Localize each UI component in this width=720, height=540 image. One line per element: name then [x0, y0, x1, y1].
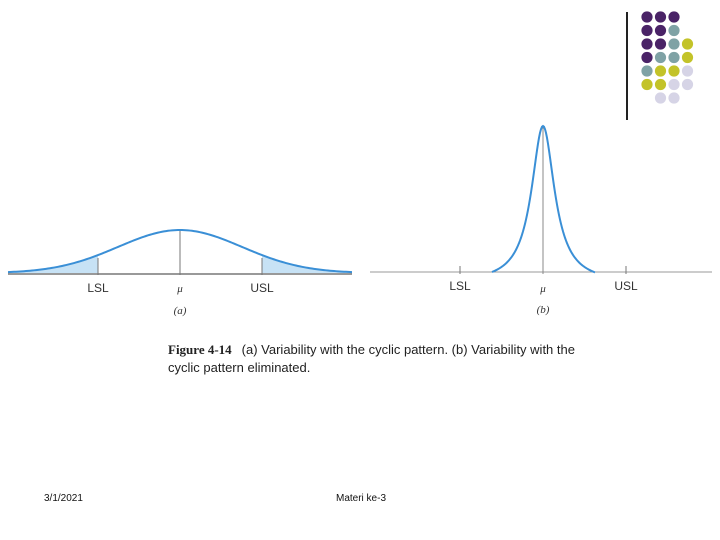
- panel-b-distribution-curve: [491, 124, 596, 274]
- decor-dot: [681, 65, 694, 77]
- decor-dot: [641, 11, 653, 23]
- decor-dot: [668, 38, 680, 50]
- panel-a-right-tail-fill: [262, 255, 352, 273]
- figure-4-14: LSL μ USL (a) LSL μ USL (b): [7, 124, 712, 317]
- decor-dot: [668, 92, 680, 104]
- panel-a-sub-label: (a): [174, 305, 187, 317]
- panel-a-usl-label: USL: [250, 281, 274, 295]
- figure-number: Figure 4-14: [168, 342, 232, 357]
- panel-b-usl-label: USL: [614, 279, 638, 293]
- panel-b-lsl-label: LSL: [449, 279, 471, 293]
- decor-dot: [654, 78, 667, 91]
- decorative-divider-line: [626, 12, 628, 120]
- panel-b-mu-label: μ: [539, 283, 546, 295]
- figure-caption-text: (a) Variability with the cyclic pattern.…: [168, 342, 575, 375]
- decor-dot: [641, 24, 653, 37]
- panel-a-distribution-curve: [7, 228, 353, 274]
- footer-date: 3/1/2021: [44, 493, 83, 504]
- decor-dot: [654, 92, 667, 104]
- panel-a-lsl-label: LSL: [87, 281, 109, 295]
- decor-dot: [654, 65, 667, 77]
- figure-caption: Figure 4-14 (a) Variability with the cycl…: [168, 341, 588, 377]
- decor-dot: [668, 11, 680, 23]
- decor-dot: [668, 24, 680, 37]
- decor-dot: [668, 65, 680, 77]
- decor-dot: [654, 24, 667, 37]
- decor-dot: [654, 38, 667, 50]
- footer-title: Materi ke-3: [336, 493, 387, 504]
- decor-dot: [681, 51, 694, 64]
- decorative-dot-grid: [641, 11, 694, 104]
- panel-b: LSL μ USL (b): [370, 124, 712, 316]
- decor-dot: [681, 78, 694, 91]
- decor-dot: [654, 11, 667, 23]
- decor-dot: [668, 51, 680, 64]
- decor-dot: [641, 78, 653, 91]
- panel-a-mu-label: μ: [176, 283, 183, 295]
- panel-b-sub-label: (b): [537, 304, 550, 316]
- decor-dot: [641, 51, 653, 64]
- panel-a-left-tail-fill: [8, 255, 98, 273]
- panel-a: LSL μ USL (a): [7, 228, 353, 317]
- decor-dot: [654, 51, 667, 64]
- decor-dot: [668, 78, 680, 91]
- decor-dot: [641, 65, 653, 77]
- decor-dot: [681, 38, 694, 50]
- decor-dot: [641, 38, 653, 50]
